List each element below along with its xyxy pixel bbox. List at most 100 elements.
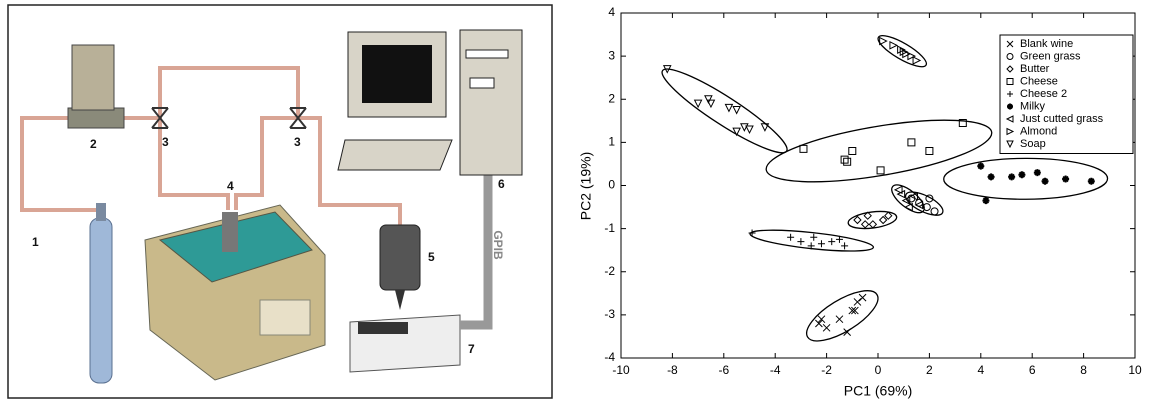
legend-marker	[1006, 140, 1014, 149]
x-tick-label: 2	[926, 363, 933, 377]
point	[748, 229, 756, 237]
legend-marker	[1006, 65, 1014, 73]
point	[987, 173, 995, 181]
point	[693, 99, 703, 109]
point	[662, 65, 672, 74]
legend-label: Cheese	[1020, 75, 1058, 87]
component-label: 1	[32, 235, 39, 249]
point	[909, 191, 918, 201]
x-tick-label: 0	[875, 363, 882, 377]
legend-marker	[1005, 115, 1014, 123]
tube	[158, 118, 230, 210]
legend-marker	[1006, 127, 1015, 136]
x-tick-label: -8	[667, 363, 678, 377]
point	[787, 233, 795, 241]
component-label: 4	[227, 179, 234, 193]
point	[817, 240, 825, 248]
group-ellipse	[877, 35, 928, 68]
component-label: 6	[498, 177, 505, 191]
component-label: 3	[162, 135, 169, 149]
group-ellipse	[943, 157, 1109, 200]
point	[977, 162, 985, 170]
gpib-cable	[460, 175, 493, 330]
drive	[465, 49, 509, 59]
point	[797, 238, 805, 246]
point	[828, 238, 836, 246]
point	[1087, 177, 1095, 185]
keyboard	[337, 139, 453, 171]
point	[904, 202, 913, 212]
point	[889, 41, 899, 50]
point	[799, 144, 808, 153]
flow-controller-base	[67, 107, 125, 129]
point	[815, 319, 823, 328]
bath-panel	[259, 299, 311, 336]
legend-marker	[1007, 91, 1013, 97]
y-tick-label: -3	[604, 307, 615, 321]
x-tick-label: 6	[1029, 363, 1036, 377]
legend-label: Milky	[1020, 100, 1046, 112]
point	[843, 157, 852, 166]
legend-marker	[1007, 103, 1013, 110]
y-tick-label: -4	[604, 350, 615, 364]
legend-marker	[1006, 40, 1014, 48]
point	[863, 211, 872, 220]
point	[860, 220, 870, 229]
point	[810, 233, 818, 241]
y-tick-label: 3	[608, 48, 615, 62]
x-tick-label: 4	[977, 363, 984, 377]
group-ellipse	[904, 191, 944, 216]
point	[822, 323, 831, 332]
point	[745, 125, 754, 135]
point	[914, 200, 924, 210]
sensor-tip	[395, 290, 405, 310]
point	[841, 242, 849, 250]
point	[893, 185, 903, 195]
x-tick-label: 8	[1080, 363, 1087, 377]
point	[876, 166, 885, 175]
point	[724, 103, 734, 113]
point	[925, 194, 934, 203]
y-tick-label: -2	[604, 264, 615, 278]
point	[858, 293, 867, 302]
point	[848, 306, 857, 315]
group-ellipse	[891, 184, 925, 214]
point	[1008, 173, 1016, 181]
component-label: 3	[294, 135, 301, 149]
x-tick-label: -4	[770, 363, 781, 377]
point	[760, 123, 770, 132]
point	[1041, 177, 1049, 185]
legend-label: Soap	[1020, 138, 1046, 150]
legend-label: Green grass	[1020, 50, 1081, 62]
point	[1018, 171, 1026, 179]
sensor	[379, 224, 421, 291]
point	[901, 196, 911, 205]
tube	[234, 116, 298, 210]
point	[835, 315, 844, 324]
point	[732, 127, 741, 137]
legend-label: Just cutted grass	[1020, 113, 1104, 125]
point	[817, 315, 826, 324]
y-axis-label: PC2 (19%)	[578, 152, 594, 220]
valve	[151, 107, 169, 129]
y-tick-label: 2	[608, 91, 615, 105]
point	[879, 36, 888, 46]
y-tick-label: 1	[608, 135, 615, 149]
component-label: 7	[468, 342, 475, 356]
pca-scatter: PC1 (69%) PC2 (19%) -10 -8 -6 -4 -2 0 2 4 6 8 10-4…	[578, 5, 1142, 399]
bus-label: GPIB	[491, 230, 505, 260]
legend-box	[999, 34, 1134, 154]
legend-label: Blank wine	[1020, 38, 1073, 50]
x-tick-label: -6	[718, 363, 729, 377]
point	[907, 138, 916, 147]
legend-label: Almond	[1020, 125, 1057, 137]
y-tick-label: 4	[608, 5, 615, 19]
point	[706, 99, 716, 109]
valve	[289, 107, 307, 129]
point	[853, 298, 862, 306]
point	[851, 306, 859, 315]
gas-cylinder	[89, 217, 113, 384]
point	[1062, 175, 1070, 183]
point	[907, 51, 917, 61]
